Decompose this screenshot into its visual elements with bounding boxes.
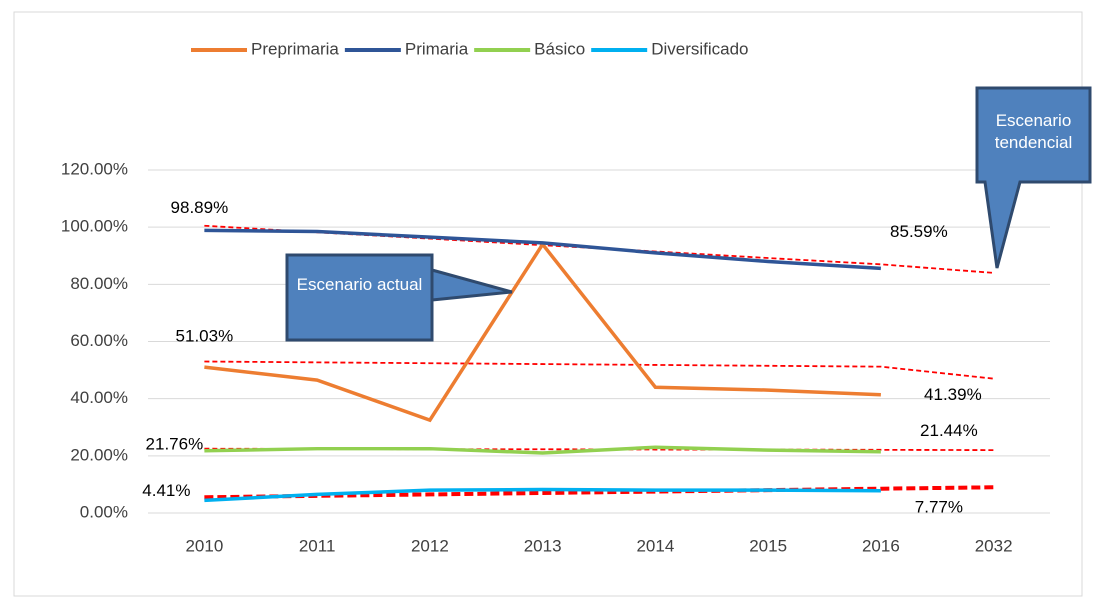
data-label: 4.41% (142, 481, 190, 500)
x-tick-label: 2010 (185, 536, 223, 555)
y-tick-label: 0.00% (80, 502, 128, 521)
x-tick-label: 2013 (524, 536, 562, 555)
data-label: 41.39% (924, 385, 982, 404)
annotation: Escenario tendencial (994, 111, 1073, 152)
legend-label: Preprimaria (251, 39, 339, 58)
data-label: 85.59% (890, 222, 948, 241)
callout-actual (285, 253, 513, 342)
x-tick-label: 2032 (975, 536, 1013, 555)
y-tick-label: 120.00% (61, 159, 128, 178)
legend-label: Básico (534, 39, 585, 58)
data-label: 51.03% (176, 327, 234, 346)
legend-label: Primaria (405, 39, 469, 58)
y-tick-label: 60.00% (70, 331, 128, 350)
data-label: 7.77% (915, 497, 963, 516)
y-tick-label: 40.00% (70, 388, 128, 407)
callout-tendencial (975, 86, 1092, 269)
line (204, 487, 881, 503)
line (204, 445, 881, 455)
chart-border (13, 11, 1083, 597)
x-tick-label: 2011 (299, 536, 336, 555)
x-tick-label: 2015 (749, 536, 787, 555)
legend-label: Diversificado (651, 39, 748, 58)
y-tick-label: 20.00% (70, 445, 128, 464)
y-tick-label: 80.00% (70, 274, 128, 293)
data-label: 21.44% (920, 421, 978, 440)
annotation: Escenario actual (296, 275, 423, 294)
trendline (204, 360, 994, 380)
x-tick-label: 2014 (636, 536, 674, 555)
x-tick-label: 2016 (862, 536, 900, 555)
y-tick-label: 100.00% (61, 217, 128, 236)
x-tick-label: 2012 (411, 536, 449, 555)
data-label: 21.76% (146, 434, 204, 453)
line (204, 228, 881, 271)
data-label: 98.89% (171, 198, 229, 217)
